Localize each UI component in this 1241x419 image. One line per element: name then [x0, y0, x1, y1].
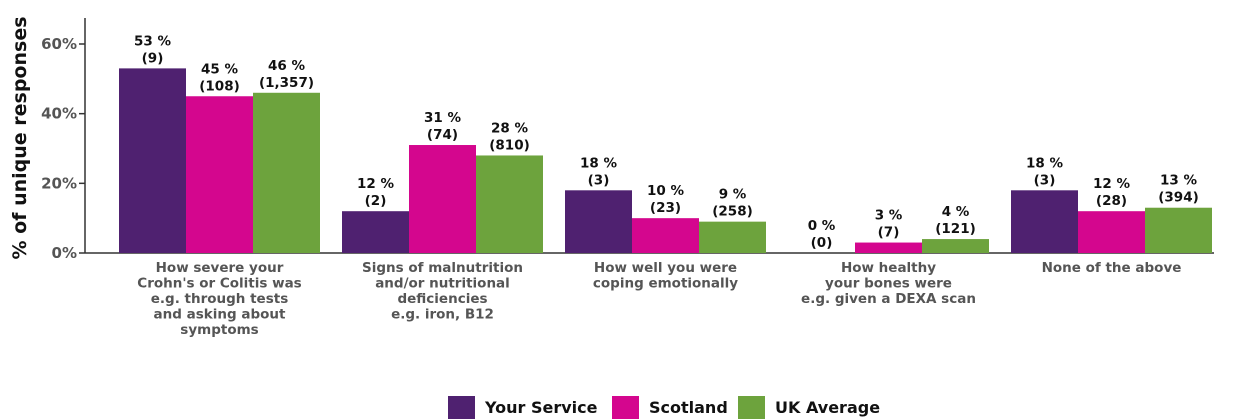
- legend: Your Service Scotland UK Average: [448, 396, 880, 419]
- data-label: 18 %: [580, 155, 617, 171]
- bar: [565, 190, 632, 253]
- bar: [342, 211, 409, 253]
- data-label: 28 %: [491, 120, 528, 136]
- data-label-count: (0): [811, 235, 833, 251]
- data-label-count: (810): [489, 137, 530, 153]
- x-tick-label-line: your bones were: [825, 276, 952, 292]
- data-label: 12 %: [1093, 176, 1130, 192]
- data-label-count: (1,357): [259, 75, 314, 91]
- x-tick-label-line: deficiencies: [397, 291, 487, 307]
- data-label: 46 %: [268, 58, 305, 74]
- data-label: 3 %: [875, 208, 903, 224]
- y-tick-label: 60%: [41, 35, 77, 53]
- bar: [186, 96, 253, 253]
- data-label: 53 %: [134, 33, 171, 49]
- data-label-count: (108): [199, 78, 240, 94]
- data-label-count: (3): [1034, 172, 1056, 188]
- data-label-count: (394): [1158, 190, 1199, 206]
- bar: [119, 68, 186, 253]
- data-label-count: (74): [427, 127, 458, 143]
- x-tick-label: How healthy your bones were e.g. given a D…: [801, 260, 976, 307]
- x-tick-label-line: and/or nutritional: [375, 276, 510, 292]
- value-labels: 53 %(9)45 %(108)46 %(1,357)12 %(2)31 %(7…: [134, 33, 1199, 251]
- x-tick-label-line: Crohn's or Colitis was: [137, 276, 301, 292]
- legend-swatch: [738, 396, 765, 419]
- x-tick-label-line: How well you were: [594, 260, 737, 276]
- y-tick-label: 20%: [41, 174, 77, 192]
- x-tick-label-line: How healthy: [841, 260, 936, 276]
- bar: [1078, 211, 1145, 253]
- bar: [632, 218, 699, 253]
- x-tick-label-line: e.g. given a DEXA scan: [801, 291, 976, 307]
- x-tick-label-line: e.g. iron, B12: [391, 307, 494, 323]
- y-tick-label: 40%: [41, 105, 77, 123]
- bar: [699, 221, 766, 253]
- x-tick-label-line: Signs of malnutrition: [362, 260, 523, 276]
- x-tick-label-line: e.g. through tests: [151, 291, 289, 307]
- bars: [119, 68, 1212, 254]
- data-label: 18 %: [1026, 155, 1063, 171]
- bar: [409, 145, 476, 253]
- data-label-count: (23): [650, 200, 681, 216]
- x-tick-label-line: and asking about: [154, 307, 286, 323]
- y-axis-title: % of unique responses: [9, 16, 31, 259]
- data-label: 13 %: [1160, 173, 1197, 189]
- legend-label: Scotland: [649, 398, 728, 417]
- x-tick-label: How severe your Crohn's or Colitis was e.g…: [137, 260, 301, 338]
- data-label: 31 %: [424, 110, 461, 126]
- data-label: 12 %: [357, 176, 394, 192]
- data-label: 4 %: [942, 204, 970, 220]
- data-label-count: (121): [935, 221, 976, 237]
- x-tick-label-line: symptoms: [180, 322, 258, 338]
- data-label-count: (258): [712, 204, 753, 220]
- legend-swatch: [448, 396, 475, 419]
- x-tick-label: How well you were coping emotionally: [593, 260, 738, 292]
- data-label: 9 %: [719, 187, 747, 203]
- y-tick-label: 0%: [52, 244, 77, 262]
- x-tick-label: None of the above: [1042, 260, 1182, 276]
- x-tick-label-line: How severe your: [156, 260, 284, 276]
- x-tick-label-line: None of the above: [1042, 260, 1182, 276]
- bar: [476, 155, 543, 253]
- legend-label: Your Service: [484, 398, 598, 417]
- data-label-count: (7): [878, 225, 900, 241]
- bar: [922, 239, 989, 253]
- data-label: 45 %: [201, 61, 238, 77]
- x-tick-label: Signs of malnutrition and/or nutritional d…: [362, 260, 523, 323]
- category-labels: How severe your Crohn's or Colitis was e.g…: [137, 260, 1181, 338]
- data-label: 10 %: [647, 183, 684, 199]
- legend-swatch: [612, 396, 639, 419]
- bar: [855, 242, 922, 253]
- data-label-count: (2): [365, 193, 387, 209]
- bar: [1011, 190, 1078, 253]
- bar: [253, 92, 320, 254]
- legend-label: UK Average: [775, 398, 880, 417]
- data-label: 0 %: [808, 218, 836, 234]
- bar: [1145, 207, 1212, 253]
- data-label-count: (3): [588, 172, 610, 188]
- data-label-count: (28): [1096, 193, 1127, 209]
- y-axis-title-group: % of unique responses: [9, 16, 31, 259]
- x-tick-label-line: coping emotionally: [593, 276, 738, 292]
- data-label-count: (9): [142, 50, 164, 66]
